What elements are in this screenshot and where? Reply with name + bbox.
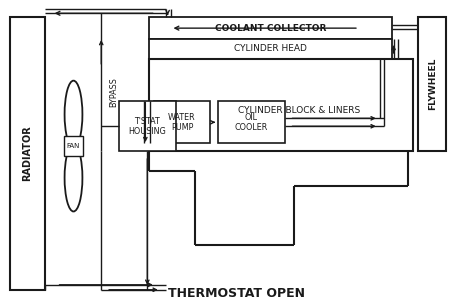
Text: WATER
PUMP: WATER PUMP: [168, 113, 196, 132]
Bar: [64, 136, 83, 156]
Text: CYLINDER BLOCK & LINERS: CYLINDER BLOCK & LINERS: [238, 106, 361, 115]
Bar: [154, 102, 210, 143]
Text: COOLANT COLLECTOR: COOLANT COLLECTOR: [215, 24, 326, 33]
Bar: [149, 39, 392, 59]
Bar: [218, 102, 284, 143]
Text: BYPASS: BYPASS: [109, 76, 118, 106]
Bar: [419, 17, 446, 151]
Bar: [149, 59, 413, 151]
Text: CYLINDER HEAD: CYLINDER HEAD: [234, 44, 307, 54]
Text: FLYWHEEL: FLYWHEEL: [428, 58, 437, 110]
Bar: [149, 17, 392, 39]
Bar: [10, 17, 45, 290]
Text: THERMOSTAT OPEN: THERMOSTAT OPEN: [168, 287, 306, 300]
Bar: [119, 102, 175, 151]
Text: OIL
COOLER: OIL COOLER: [235, 113, 268, 132]
Text: RADIATOR: RADIATOR: [22, 126, 32, 181]
Text: FAN: FAN: [67, 143, 80, 149]
Text: T'STAT
HOUSING: T'STAT HOUSING: [128, 117, 166, 136]
Ellipse shape: [64, 144, 82, 211]
Ellipse shape: [64, 81, 82, 148]
